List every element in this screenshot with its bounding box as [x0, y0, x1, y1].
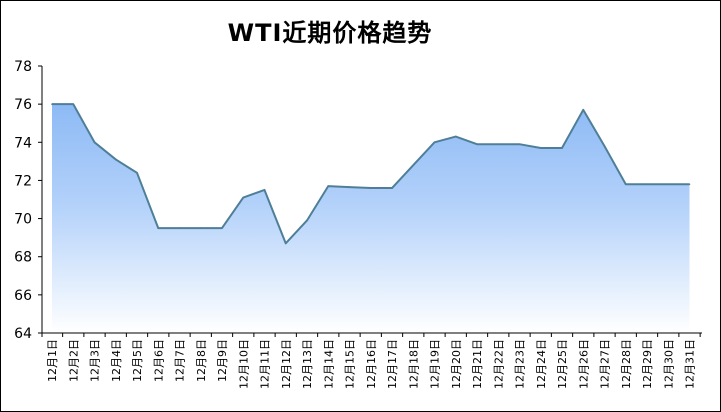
data-point — [667, 183, 670, 186]
data-point — [582, 109, 585, 111]
x-tick-label: 12月24日 — [535, 339, 548, 389]
y-tick-label: 68 — [14, 250, 32, 266]
data-point — [157, 227, 160, 229]
x-tick-label: 12月6日 — [152, 339, 165, 382]
y-tick-label: 70 — [14, 212, 32, 228]
data-point — [539, 147, 542, 149]
x-tick-label: 12月8日 — [195, 339, 208, 382]
data-point — [433, 141, 436, 144]
data-point — [369, 187, 372, 189]
x-tick-label: 12月15日 — [344, 339, 357, 389]
y-tick-label: 76 — [14, 97, 32, 113]
x-tick-label: 12月23日 — [514, 339, 527, 389]
x-tick-label: 12月1日 — [46, 339, 59, 382]
x-tick-label: 12月9日 — [216, 339, 229, 382]
data-point — [497, 143, 500, 145]
x-tick-label: 12月27日 — [599, 339, 612, 389]
x-tick-label: 12月12日 — [280, 339, 293, 389]
data-point — [518, 143, 521, 145]
x-tick-label: 12月20日 — [450, 339, 463, 389]
data-point — [476, 143, 478, 145]
x-tick-label: 12月21日 — [471, 339, 484, 389]
x-tick-label: 12月31日 — [684, 339, 697, 389]
x-tick-label: 12月13日 — [301, 339, 314, 389]
data-point — [561, 147, 563, 149]
data-point — [412, 164, 415, 166]
data-point — [391, 187, 393, 189]
x-tick-label: 12月28日 — [620, 339, 633, 389]
data-point — [72, 103, 75, 105]
x-tick-label: 12月10日 — [237, 339, 250, 389]
data-point — [348, 186, 351, 188]
y-tick-label: 78 — [14, 59, 32, 75]
x-tick-label: 12月26日 — [577, 339, 590, 389]
area-fill — [52, 104, 690, 333]
x-tick-label: 12月4日 — [110, 339, 123, 382]
data-point — [454, 135, 457, 138]
data-point — [114, 158, 117, 161]
x-tick-label: 12月16日 — [365, 339, 378, 389]
data-point — [221, 227, 223, 229]
x-tick-label: 12月2日 — [67, 339, 80, 382]
x-tick-label: 12月17日 — [386, 339, 399, 389]
x-tick-label: 12月11日 — [259, 339, 272, 389]
data-point — [51, 103, 53, 105]
data-point — [93, 141, 96, 144]
data-point — [646, 183, 648, 186]
data-point — [136, 172, 138, 174]
data-point — [624, 183, 627, 186]
data-point — [284, 242, 287, 245]
data-point — [242, 196, 245, 199]
data-point — [688, 183, 691, 186]
x-tick-label: 12月22日 — [492, 339, 505, 389]
y-tick-label: 64 — [14, 326, 32, 342]
y-tick-label: 66 — [14, 288, 32, 304]
data-point — [306, 219, 308, 222]
data-point — [603, 145, 606, 147]
y-tick-label: 72 — [14, 173, 32, 189]
x-tick-label: 12月18日 — [407, 339, 420, 389]
y-tick-label: 74 — [14, 135, 32, 151]
x-tick-label: 12月29日 — [641, 339, 654, 389]
x-tick-label: 12月19日 — [429, 339, 442, 389]
x-tick-label: 12月14日 — [322, 339, 335, 389]
data-point — [263, 189, 266, 191]
x-tick-label: 12月25日 — [556, 339, 569, 389]
x-tick-label: 12月5日 — [131, 339, 144, 382]
x-tick-label: 12月7日 — [174, 339, 187, 382]
data-point — [178, 227, 181, 229]
data-point — [327, 185, 330, 187]
x-tick-label: 12月3日 — [89, 339, 102, 382]
data-point — [199, 227, 202, 229]
chart-title: WTI近期价格趋势 — [227, 19, 433, 47]
x-tick-label: 12月30日 — [662, 339, 675, 389]
